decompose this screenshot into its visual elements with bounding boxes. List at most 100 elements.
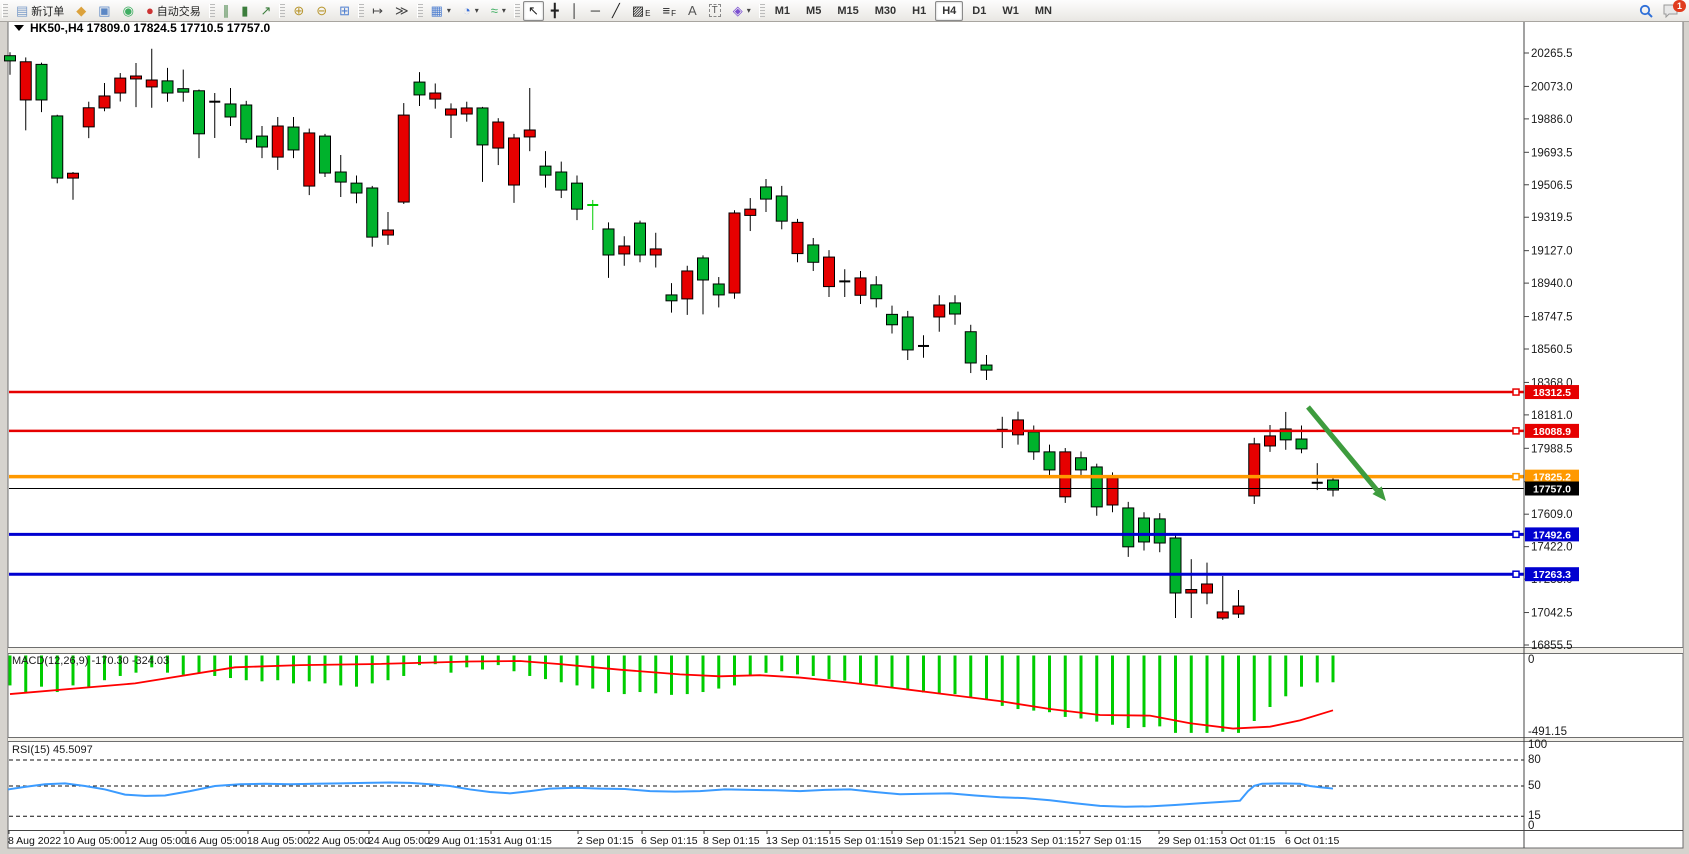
svg-text:18560.5: 18560.5 xyxy=(1531,344,1573,356)
svg-text:17988.5: 17988.5 xyxy=(1531,443,1573,455)
auto-scroll-button[interactable]: ≫ xyxy=(390,1,414,21)
text-button[interactable]: A xyxy=(683,1,702,21)
timeframe-h4[interactable]: H4 xyxy=(935,0,964,21)
profiles-button-icon: ◔ xyxy=(462,3,471,18)
timeframe-m1[interactable]: M1 xyxy=(774,4,791,17)
chat-notification-icon[interactable]: 1 xyxy=(1663,0,1686,18)
svg-text:23 Sep 01:15: 23 Sep 01:15 xyxy=(1016,835,1079,847)
navigator-button-icon: ◉ xyxy=(122,3,134,18)
svg-text:2 Sep 01:15: 2 Sep 01:15 xyxy=(577,835,634,847)
search-icon[interactable] xyxy=(1639,4,1653,18)
toolbar-right: 1 xyxy=(1639,0,1689,18)
chart-shift-button[interactable]: ↦ xyxy=(367,1,388,21)
channel-button-icon: ▨ xyxy=(631,3,645,18)
bar-chart-button-icon: ∥ xyxy=(222,3,230,18)
navigator-button[interactable]: ◉ xyxy=(118,1,139,21)
svg-text:19886.0: 19886.0 xyxy=(1531,114,1573,126)
svg-text:15: 15 xyxy=(1528,810,1541,822)
svg-text:19693.5: 19693.5 xyxy=(1531,147,1573,159)
timeframe-h1[interactable]: H1 xyxy=(912,4,927,17)
main-toolbar: ▤ 新订单 ◆ ▣ ◉ ● 自动交易 ∥ ▮ ↗ ⊕ ⊖ ⊞ ↦ ≫ ▦ ▾ ◔ ▾ ≈ ▾ ↖ ╋ │ ─ ╱ ▨ E ≡ F A T ◈ ▾ … xyxy=(0,0,1689,22)
chart-styler-button-icon: ◆ xyxy=(76,3,87,18)
svg-text:24 Aug 05:00: 24 Aug 05:00 xyxy=(368,835,430,847)
new-chart-button-icon: ▦ xyxy=(430,3,443,18)
zoom-in-button[interactable]: ⊕ xyxy=(288,1,309,21)
svg-text:22 Aug 05:00: 22 Aug 05:00 xyxy=(308,835,370,847)
timeframe-w1[interactable]: W1 xyxy=(1002,4,1019,17)
profiles-button[interactable]: ◔ ▾ xyxy=(458,1,484,21)
toolbar-grip xyxy=(358,3,365,18)
channel-button[interactable]: ▨ E xyxy=(627,1,656,21)
svg-text:16 Aug 05:00: 16 Aug 05:00 xyxy=(185,835,247,847)
toolbar-grip xyxy=(513,3,520,18)
bar-chart-button[interactable]: ∥ xyxy=(218,1,235,21)
zoom-out-button-icon: ⊖ xyxy=(316,3,328,18)
cursor-button[interactable]: ↖ xyxy=(522,0,544,21)
market-watch-button-icon: ▣ xyxy=(98,3,111,18)
autotrading-button-label: 自动交易 xyxy=(156,5,201,18)
svg-text:RSI(15) 45.5097: RSI(15) 45.5097 xyxy=(12,744,93,756)
svg-text:8 Sep 01:15: 8 Sep 01:15 xyxy=(703,835,760,847)
timeframe-d1[interactable]: D1 xyxy=(972,4,987,17)
line-chart-button-icon: ↗ xyxy=(260,3,272,18)
timeframe-mn[interactable]: MN xyxy=(1034,4,1052,17)
svg-text:3 Oct 01:15: 3 Oct 01:15 xyxy=(1221,835,1275,847)
svg-text:18747.5: 18747.5 xyxy=(1531,312,1573,324)
zoom-out-button[interactable]: ⊖ xyxy=(311,1,332,21)
svg-text:18940.0: 18940.0 xyxy=(1531,278,1573,290)
svg-text:12 Aug 05:00: 12 Aug 05:00 xyxy=(125,835,187,847)
timeframe-m30[interactable]: M30 xyxy=(874,4,897,17)
cursor-button-icon: ↖ xyxy=(527,3,539,18)
toolbar-grip xyxy=(758,3,765,18)
svg-text:-491.15: -491.15 xyxy=(1528,726,1567,738)
vertical-line-button[interactable]: │ xyxy=(566,1,584,21)
crosshair-button[interactable]: ╋ xyxy=(546,1,564,21)
svg-text:21 Sep 01:15: 21 Sep 01:15 xyxy=(954,835,1017,847)
svg-text:31 Aug 01:15: 31 Aug 01:15 xyxy=(490,835,552,847)
svg-text:0: 0 xyxy=(1528,820,1534,832)
market-watch-button[interactable]: ▣ xyxy=(93,1,115,21)
svg-text:19 Sep 01:15: 19 Sep 01:15 xyxy=(891,835,954,847)
svg-text:10 Aug 05:00: 10 Aug 05:00 xyxy=(63,835,125,847)
line-chart-button[interactable]: ↗ xyxy=(255,1,276,21)
horizontal-line-button[interactable]: ─ xyxy=(586,1,605,21)
svg-text:13 Sep 01:15: 13 Sep 01:15 xyxy=(766,835,829,847)
dropdown-caret-icon: ▾ xyxy=(746,6,751,15)
svg-text:18 Aug 05:00: 18 Aug 05:00 xyxy=(247,835,309,847)
trendline-button[interactable]: ╱ xyxy=(607,1,625,21)
zoom-in-button-icon: ⊕ xyxy=(293,3,305,18)
crosshair-button-icon: ╋ xyxy=(550,3,559,18)
svg-text:20265.5: 20265.5 xyxy=(1531,48,1573,60)
timeframe-m15[interactable]: M15 xyxy=(837,4,859,17)
chart-styler-button[interactable]: ◆ xyxy=(71,1,91,21)
new-order-button[interactable]: ▤ 新订单 xyxy=(11,1,69,21)
svg-text:8 Aug 2022: 8 Aug 2022 xyxy=(8,835,61,847)
timeframe-bar: M1 M5 M15 M30 H1 H4 D1 W1 MN xyxy=(767,0,1060,21)
auto-scroll-button-icon: ≫ xyxy=(394,3,409,18)
toolbar-grip xyxy=(208,3,215,18)
dropdown-caret-icon: ▾ xyxy=(446,6,451,15)
dropdown-caret-icon: ▾ xyxy=(501,6,506,15)
candlestick-chart-button-icon: ▮ xyxy=(241,3,249,18)
text-label-button[interactable]: T xyxy=(704,1,726,21)
arrows-button[interactable]: ◈ ▾ xyxy=(728,1,756,21)
trendline-button-icon: ╱ xyxy=(612,3,620,18)
autotrading-button[interactable]: ● 自动交易 xyxy=(141,1,206,21)
fibonacci-button-icon: ≡ xyxy=(662,3,671,18)
indicators-button[interactable]: ≈ ▾ xyxy=(486,1,511,21)
svg-text:50: 50 xyxy=(1528,780,1541,792)
notification-badge: 1 xyxy=(1672,0,1686,12)
text-button-icon: A xyxy=(687,3,697,18)
svg-text:17042.5: 17042.5 xyxy=(1531,608,1573,620)
svg-text:HK50-,H4 17809.0 17824.5 1771: HK50-,H4 17809.0 17824.5 17710.5 17757.0 xyxy=(30,21,271,35)
svg-text:17757.0: 17757.0 xyxy=(1533,483,1571,495)
svg-text:MACD(12,26,9) -170.30 -324.03: MACD(12,26,9) -170.30 -324.03 xyxy=(12,655,169,667)
new-chart-button[interactable]: ▦ ▾ xyxy=(426,1,456,21)
tile-windows-button[interactable]: ⊞ xyxy=(334,1,355,21)
candlestick-chart-button[interactable]: ▮ xyxy=(236,1,253,21)
fibonacci-button[interactable]: ≡ F xyxy=(657,1,680,21)
timeframe-m5[interactable]: M5 xyxy=(806,4,822,17)
svg-text:19506.5: 19506.5 xyxy=(1531,180,1573,192)
